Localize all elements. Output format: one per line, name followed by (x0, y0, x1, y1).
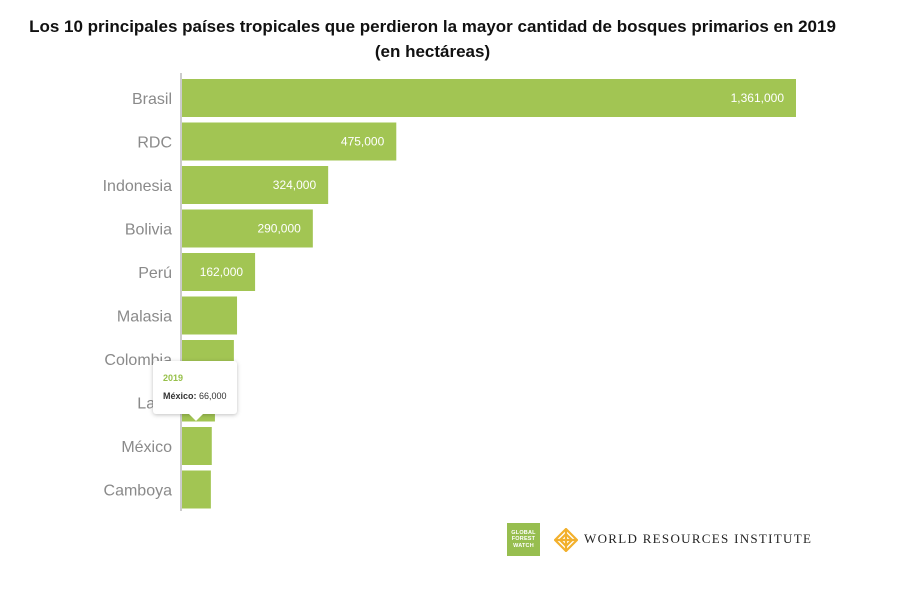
bar-camboya[interactable] (182, 470, 211, 509)
category-label: Brasil (132, 91, 172, 108)
wri-logo-icon (554, 528, 578, 552)
value-label: 162,000 (200, 265, 244, 279)
tooltip-country: México: (163, 391, 197, 401)
gfw-logo-line: GLOBAL (511, 529, 536, 536)
category-label: Perú (138, 265, 172, 282)
value-label: 324,000 (273, 178, 317, 192)
category-label: Indonesia (103, 178, 172, 195)
category-label: México (121, 439, 172, 456)
bar-bolivia[interactable] (182, 209, 313, 248)
wri-logo-text[interactable]: WORLD RESOURCES INSTITUTE (584, 531, 813, 546)
chart-title: Los 10 principales países tropicales que… (29, 17, 836, 61)
gfw-logo-line: WATCH (513, 542, 534, 549)
gfw-logo-line: FOREST (511, 536, 536, 543)
bar-méxico[interactable] (182, 427, 212, 465)
global-forest-watch-logo[interactable]: GLOBAL FOREST WATCH (507, 523, 540, 556)
category-label: Bolivia (125, 222, 172, 239)
bar-malasia[interactable] (182, 296, 238, 335)
bar-perú[interactable] (182, 253, 256, 291)
tooltip-body: México: 66,000 (163, 391, 227, 401)
bar-rdc[interactable] (182, 122, 397, 161)
category-label: RDC (137, 135, 172, 152)
hover-tooltip: 2019 México: 66,000 (153, 361, 237, 421)
category-label: Camboya (104, 483, 173, 500)
value-labels: 1,361,000 475,000 324,000 290,000 162,000 (200, 91, 785, 279)
category-labels: BrasilRDCIndonesiaBoliviaPerúMalasiaColo… (103, 91, 172, 500)
bars-group (182, 79, 796, 509)
bar-indonesia[interactable] (182, 166, 329, 204)
value-label: 290,000 (257, 222, 301, 236)
tooltip-year: 2019 (163, 373, 184, 383)
value-label: 475,000 (341, 135, 385, 149)
bar-brasil[interactable] (182, 79, 796, 117)
tooltip-arrow (189, 414, 203, 421)
value-label: 1,361,000 (731, 91, 785, 105)
tooltip-value: 66,000 (199, 391, 227, 401)
category-label: Malasia (117, 309, 172, 326)
